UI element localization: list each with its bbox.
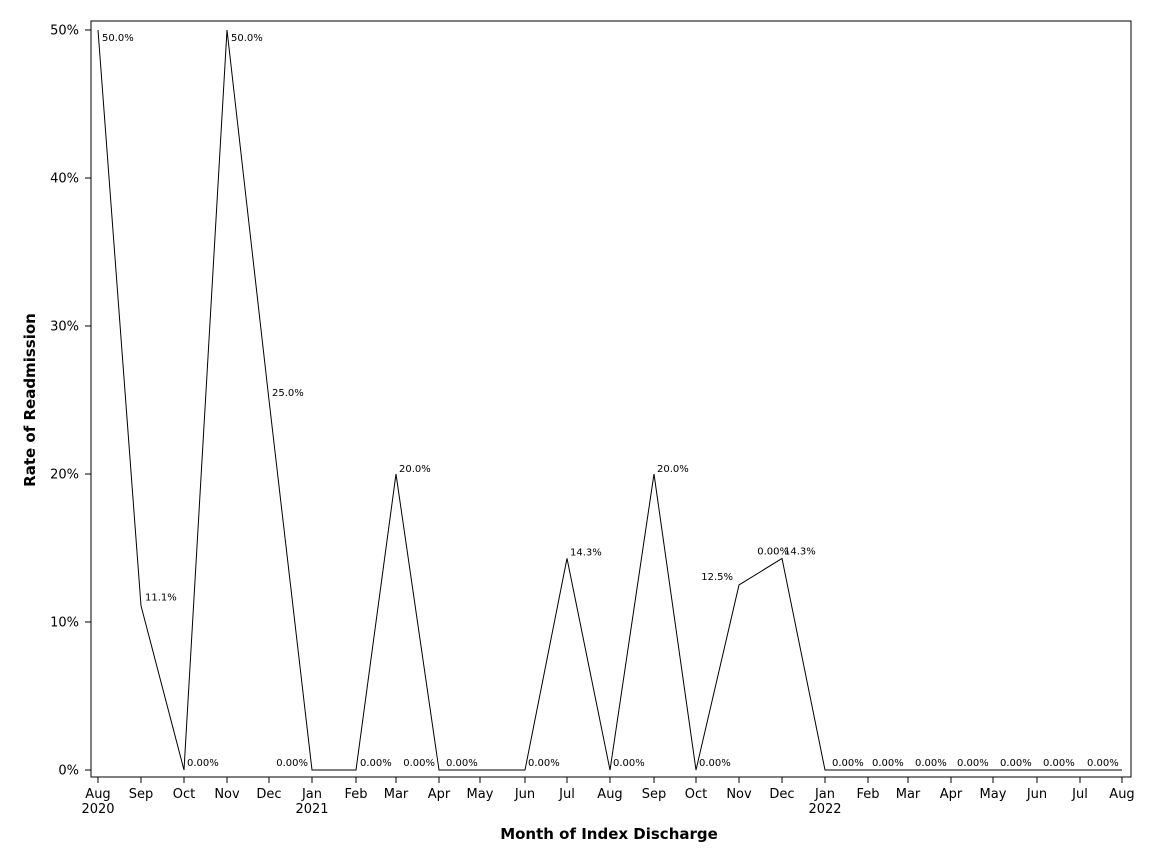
data-label: 0.00% <box>528 758 560 769</box>
x-tick-label: Nov <box>726 787 752 802</box>
data-label: 0.00% <box>757 546 789 557</box>
x-tick-label: Nov <box>214 787 240 802</box>
y-tick-label: 20% <box>50 468 79 483</box>
x-tick-label: May <box>467 787 494 802</box>
y-tick-label: 0% <box>58 764 79 779</box>
x-tick-label: Oct <box>685 787 707 802</box>
data-label: 14.3% <box>784 546 816 557</box>
x-year-label: 2022 <box>808 802 841 817</box>
y-tick-label: 30% <box>50 320 79 335</box>
y-tick-label: 10% <box>50 616 79 631</box>
x-tick-label: Dec <box>256 787 281 802</box>
data-label: 0.00% <box>1000 758 1032 769</box>
data-label: 0.00% <box>957 758 989 769</box>
x-tick-label: Feb <box>856 787 879 802</box>
y-tick-label: 50% <box>50 24 79 39</box>
x-tick-label: Mar <box>384 787 409 802</box>
readmission-rate-line <box>97 29 1122 771</box>
x-tick-label: Jun <box>514 787 535 802</box>
x-tick-label: Apr <box>428 787 451 802</box>
data-label: 0.00% <box>1087 758 1119 769</box>
y-axis: 0% 10% 20% 30% 40% 50% <box>50 24 91 779</box>
y-tick-label: 40% <box>50 172 79 187</box>
x-tick-label: Jul <box>558 787 575 802</box>
x-tick-label: Jan <box>301 787 322 802</box>
data-label: 25.0% <box>272 388 304 399</box>
x-tick-label: Sep <box>129 787 154 802</box>
data-label: 0.00% <box>360 758 392 769</box>
y-axis-title: Rate of Readmission <box>21 313 39 487</box>
x-year-label: 2020 <box>81 802 114 817</box>
data-labels: 50.0% 11.1% 0.00% 50.0% 25.0% 0.00% 0.00% 20.0%… <box>102 33 1119 769</box>
x-tick-label: Aug <box>597 787 622 802</box>
data-label: 0.00% <box>403 758 435 769</box>
data-label: 0.00% <box>832 758 864 769</box>
x-tick-label: Apr <box>940 787 963 802</box>
data-label: 12.5% <box>701 572 733 583</box>
data-label: 0.00% <box>1043 758 1075 769</box>
x-tick-label: Jun <box>1026 787 1047 802</box>
data-label: 0.00% <box>613 758 645 769</box>
plot-frame <box>90 20 1132 778</box>
x-axis: Aug Sep Oct Nov Dec Jan Feb Mar Apr May Jun Jul Aug S… <box>81 777 1135 817</box>
x-tick-label: Sep <box>642 787 667 802</box>
x-axis-title: Month of Index Discharge <box>500 825 718 843</box>
x-tick-label: Oct <box>173 787 195 802</box>
x-tick-label: Mar <box>896 787 921 802</box>
data-label: 0.00% <box>699 758 731 769</box>
data-label: 20.0% <box>399 464 431 475</box>
x-tick-label: Aug <box>1109 787 1134 802</box>
data-label: 0.00% <box>187 758 219 769</box>
x-year-label: 2021 <box>295 802 328 817</box>
data-label: 0.00% <box>276 758 308 769</box>
x-tick-label: May <box>980 787 1007 802</box>
x-tick-label: Feb <box>344 787 367 802</box>
data-label: 50.0% <box>231 33 263 44</box>
data-label: 0.00% <box>446 758 478 769</box>
data-label: 50.0% <box>102 33 134 44</box>
data-label: 11.1% <box>145 593 177 604</box>
data-label: 0.00% <box>915 758 947 769</box>
data-label: 20.0% <box>657 464 689 475</box>
data-label: 14.3% <box>570 547 602 558</box>
x-tick-label: Dec <box>769 787 794 802</box>
x-tick-label: Jul <box>1071 787 1088 802</box>
data-label: 0.00% <box>872 758 904 769</box>
x-tick-label: Jan <box>814 787 835 802</box>
x-tick-label: Aug <box>85 787 110 802</box>
